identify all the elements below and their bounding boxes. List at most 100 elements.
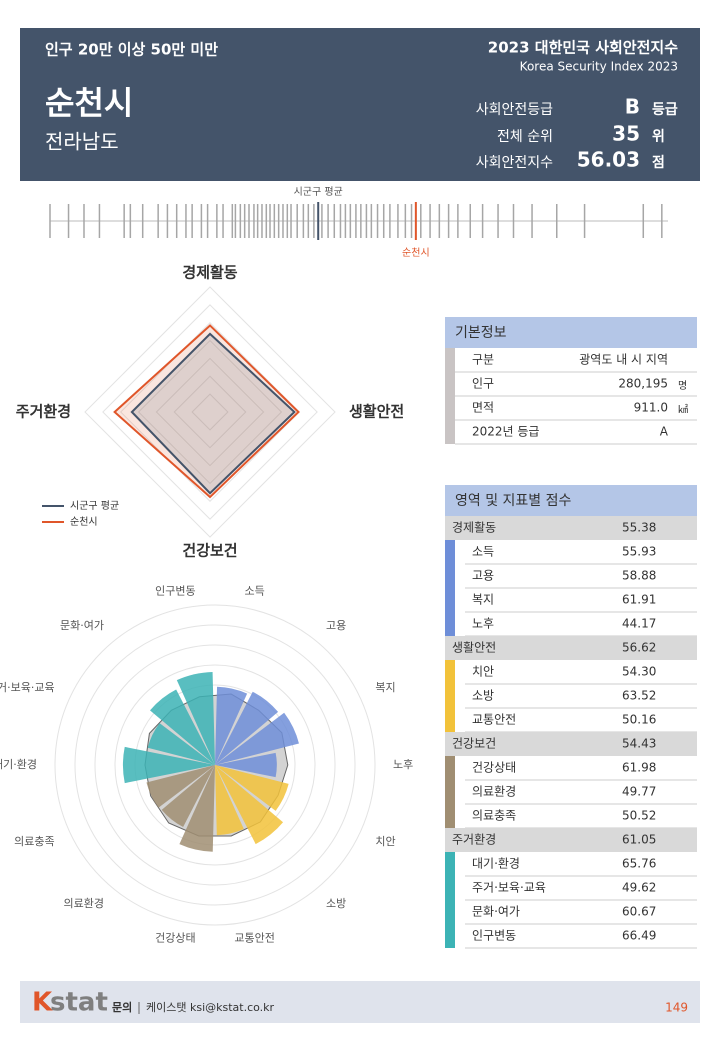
polar-label: 고용 — [326, 619, 346, 632]
radar-ring — [120, 322, 300, 502]
polar-label: 의료충족 — [14, 835, 54, 848]
item-name: 의료충족 — [472, 809, 516, 823]
row-value: 광역도 내 시 지역 — [579, 353, 668, 367]
polar-label: 치안 — [375, 835, 395, 848]
radar-ring — [173, 375, 247, 449]
polar-bar — [147, 723, 215, 765]
group-row — [445, 516, 697, 540]
group-row — [445, 828, 697, 852]
polar-bar — [146, 765, 215, 808]
polar-bar — [176, 671, 215, 765]
polar-label: 소방 — [326, 897, 346, 910]
radar-ring — [84, 286, 336, 538]
item-name: 소득 — [472, 545, 494, 559]
item-score: 65.76 — [622, 857, 656, 871]
item-score: 58.88 — [622, 569, 656, 583]
item-name: 치안 — [472, 665, 494, 679]
group-score: 56.62 — [622, 641, 656, 655]
row-marker — [445, 396, 455, 420]
page-number: 149 — [665, 1001, 688, 1015]
index-unit: 점 — [652, 154, 665, 171]
item-name: 복지 — [472, 593, 494, 607]
item-score: 49.62 — [622, 881, 656, 895]
item-marker — [445, 588, 455, 612]
group-row — [445, 732, 697, 756]
rank: 35 — [612, 122, 640, 146]
polar-bar — [215, 765, 284, 845]
polar-label: 인구변동 — [155, 584, 195, 597]
polar-label: 교통안전 — [234, 932, 274, 945]
item-name: 소방 — [472, 689, 494, 703]
item-score: 55.93 — [622, 545, 656, 559]
radar-ring — [191, 393, 229, 431]
polar-bar — [150, 689, 215, 765]
table-title: 영역 및 지표별 점수 — [455, 493, 572, 509]
item-marker — [445, 660, 455, 684]
polar-bar — [215, 712, 299, 765]
rank-unit: 위 — [652, 129, 665, 145]
item-score: 50.16 — [622, 713, 656, 727]
contact: 케이스탯 ksi@kstat.co.kr — [146, 1001, 275, 1014]
group-score: 55.38 — [622, 521, 656, 535]
logo-k: K — [32, 988, 53, 1018]
table-title: 기본정보 — [455, 325, 507, 341]
row-marker — [445, 348, 455, 372]
polar-bar — [161, 765, 215, 827]
logo-rest: stat — [50, 988, 108, 1018]
subtitle: Korea Security Index 2023 — [520, 60, 678, 74]
group: 인구 20만 이상 50만 미만 — [45, 41, 218, 59]
group-name: 주거환경 — [452, 833, 496, 847]
item-score: 61.91 — [622, 593, 656, 607]
polar-ring — [54, 604, 376, 926]
city: 순천시 — [45, 84, 133, 122]
radar-area — [113, 324, 300, 499]
polar-ring — [114, 664, 316, 866]
legend-label: 시군구 평균 — [70, 500, 119, 512]
polar-ring — [94, 644, 336, 886]
row-marker — [445, 420, 455, 444]
item-name: 노후 — [472, 617, 494, 631]
radar-label: 주거환경 — [16, 403, 71, 421]
item-score: 66.49 — [622, 929, 656, 943]
row-label: 구분 — [472, 353, 494, 367]
polar-label: 복지 — [375, 681, 395, 694]
group-row — [445, 636, 697, 660]
polar-bar — [215, 765, 289, 811]
item-marker — [445, 876, 455, 900]
radar-ring — [155, 357, 265, 467]
average-label: 시군구 평균 — [294, 186, 343, 198]
item-name: 문화·여가 — [472, 905, 520, 919]
grade-unit: 등급 — [652, 102, 678, 118]
legend-label: 순천시 — [70, 516, 98, 528]
index-label: 사회안전지수 — [476, 155, 553, 171]
radar-area — [130, 332, 296, 495]
polar-bar — [215, 765, 244, 836]
radar-label: 건강보건 — [182, 542, 237, 560]
row-label: 2022년 등급 — [472, 425, 539, 439]
item-name: 주거·보육·교육 — [472, 881, 546, 895]
item-score: 60.67 — [622, 905, 656, 919]
polar-bar — [215, 752, 277, 778]
row-value: A — [660, 425, 669, 439]
item-name: 대기·환경 — [472, 857, 520, 871]
item-marker — [445, 756, 455, 780]
item-marker — [445, 540, 455, 564]
item-score: 54.30 — [622, 665, 656, 679]
row-value: 911.0 — [634, 401, 668, 415]
grade-label: 사회안전등급 — [476, 102, 553, 118]
polar-ring — [74, 624, 356, 906]
header-bg — [20, 28, 700, 181]
footer-bg — [20, 981, 700, 1023]
item-marker — [445, 924, 455, 948]
radar-label: 경제활동 — [182, 264, 237, 282]
polar-label: 문화·여가 — [60, 619, 104, 632]
polar-label: 소득 — [244, 584, 264, 597]
item-score: 61.98 — [622, 761, 656, 775]
row-unit: 명 — [678, 380, 687, 392]
group-name: 생활안전 — [452, 641, 496, 655]
rank-label: 전체 순위 — [497, 129, 553, 145]
province: 전라남도 — [45, 130, 119, 154]
row-label: 면적 — [472, 401, 494, 415]
contact-label: 문의 — [112, 1000, 132, 1014]
group-name: 건강보건 — [452, 737, 496, 751]
